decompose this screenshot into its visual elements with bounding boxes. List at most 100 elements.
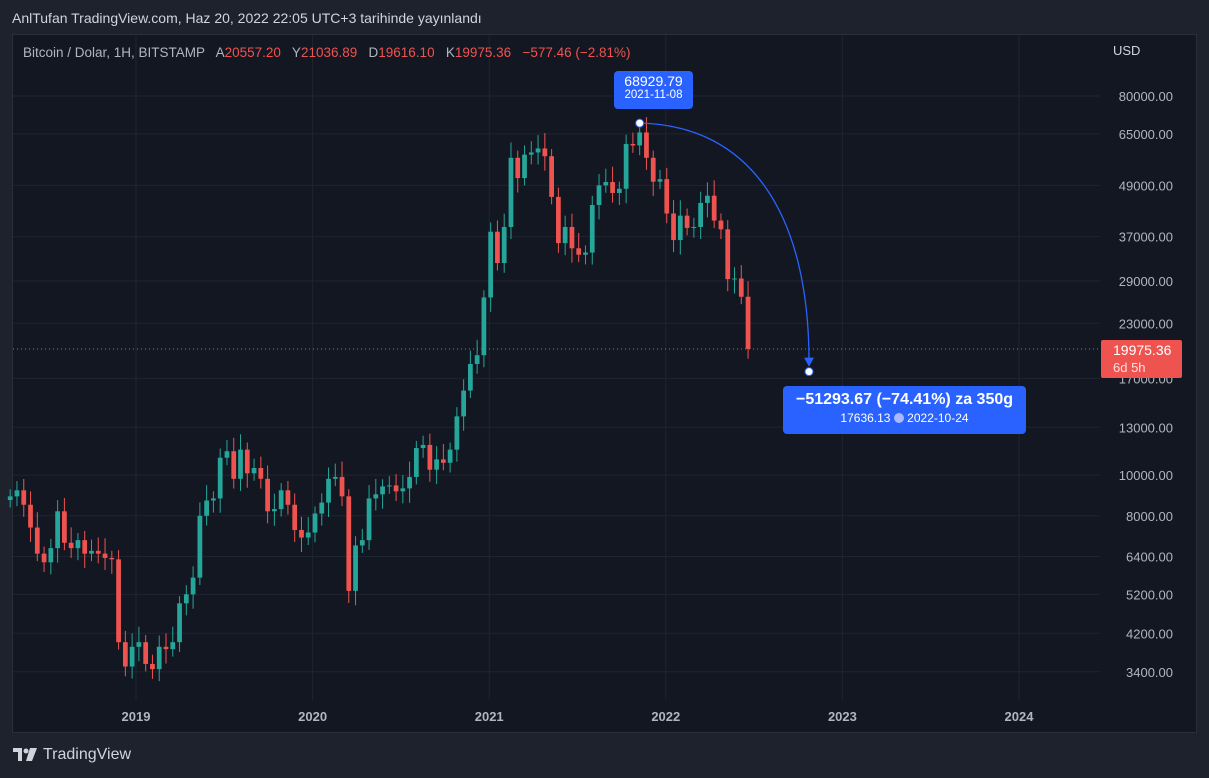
candle-body — [562, 226, 568, 244]
candle-body — [102, 553, 108, 558]
high-value: 21036.89 — [300, 45, 358, 60]
candle-body — [657, 179, 663, 182]
candle-body — [190, 577, 196, 595]
start-date: 2021-11-08 — [624, 89, 683, 101]
candle-body — [278, 490, 284, 510]
symbol-legend: Bitcoin / Dolar, 1H, BITSTAMP A20557.20 … — [23, 45, 631, 60]
start-price: 68929.79 — [624, 73, 683, 89]
candle-body — [603, 182, 609, 186]
candle-body — [373, 494, 379, 499]
tradingview-logo-icon — [13, 748, 37, 761]
price-tick-label: 37000.00 — [1119, 230, 1173, 245]
close-label: K — [445, 45, 455, 60]
candle-body — [177, 603, 182, 643]
candle-body — [183, 594, 189, 604]
candle-body — [238, 449, 243, 479]
time-tick-label: 2022 — [651, 709, 680, 724]
candle-body — [95, 550, 101, 554]
candle-body — [732, 278, 737, 280]
high-label: Y — [291, 45, 301, 60]
candle-body — [434, 459, 439, 470]
price-tick-label: 3400.00 — [1126, 665, 1173, 680]
candle-body — [366, 498, 372, 541]
time-axis-labels: 2019 2020 2021 2022 2023 2024 — [122, 709, 1035, 724]
candle-body — [150, 663, 155, 670]
chart-panel[interactable] — [12, 34, 1197, 733]
candle-body — [109, 557, 115, 560]
candle-body — [143, 642, 149, 664]
time-tick-label: 2024 — [1005, 709, 1035, 724]
candle-body — [400, 488, 406, 492]
candle-body — [258, 467, 264, 479]
bar-countdown: 6d 5h — [1113, 360, 1146, 375]
end-price: 17636.13 — [840, 411, 891, 425]
candle-body — [711, 195, 717, 221]
end-point-handle — [804, 367, 814, 377]
candle-body — [89, 550, 94, 554]
candle-body — [251, 467, 257, 474]
candle-body — [231, 451, 237, 479]
candle-body — [285, 490, 291, 505]
candle-body — [224, 451, 230, 458]
candle-body — [698, 202, 704, 227]
candle-body — [75, 540, 81, 549]
candle-body — [427, 444, 433, 470]
candle-body — [244, 449, 250, 474]
candle-body — [610, 182, 615, 193]
candle-body — [420, 444, 426, 449]
start-point-handle — [635, 118, 645, 128]
candle-body — [589, 204, 595, 253]
low-value: 19616.10 — [378, 45, 435, 60]
candle-body — [204, 500, 210, 516]
candle-body — [136, 642, 142, 647]
close-value: 19975.36 — [454, 45, 512, 60]
open-value: 20557.20 — [224, 45, 281, 60]
candle-body — [522, 154, 527, 179]
candle-body — [62, 511, 67, 543]
candle-body — [21, 490, 27, 505]
candle-body — [326, 478, 331, 503]
candle-body — [616, 188, 622, 193]
candle-body — [488, 231, 494, 298]
price-tick-label: 13000.00 — [1119, 420, 1173, 435]
candle-body — [28, 504, 33, 528]
candle-body — [339, 476, 345, 497]
candle-body — [265, 478, 270, 512]
candle-body — [542, 148, 548, 157]
candle-body — [346, 496, 352, 591]
candle-body — [122, 642, 128, 667]
candle-body — [684, 215, 690, 228]
candle-body — [549, 156, 554, 197]
candle-body — [738, 278, 744, 297]
candle-body — [393, 485, 399, 492]
end-point-label: −51293.67 (−74.41%) za 350g 17636.13 202… — [783, 386, 1026, 434]
tradingview-logo[interactable]: TradingView — [13, 746, 131, 764]
candle-body — [515, 157, 521, 179]
price-tick-label: 49000.00 — [1119, 178, 1173, 193]
candle-body — [461, 390, 466, 417]
arrowhead-icon — [804, 357, 815, 367]
candle-body — [535, 148, 541, 153]
candle-body — [650, 157, 656, 182]
symbol-name: Bitcoin / Dolar, 1H, BITSTAMP — [23, 45, 206, 60]
time-tick-label: 2019 — [122, 709, 151, 724]
projection-arrow — [639, 122, 810, 362]
price-tick-label: 80000.00 — [1119, 89, 1173, 104]
candle-body — [407, 476, 412, 489]
candle-body — [319, 502, 325, 514]
candle-body — [677, 215, 683, 241]
currency-label[interactable]: USD — [1113, 43, 1141, 58]
candle-body — [556, 196, 561, 244]
candle-body — [745, 296, 751, 349]
candle-body — [129, 646, 135, 667]
candle-body — [413, 448, 419, 477]
candle-body — [569, 226, 575, 249]
price-tick-label: 8000.00 — [1126, 509, 1173, 524]
grid — [13, 35, 1100, 700]
time-tick-label: 2021 — [475, 709, 504, 724]
candle-body — [353, 545, 358, 591]
candle-body — [468, 363, 473, 391]
candle-body — [359, 540, 365, 546]
price-tick-label: 5200.00 — [1126, 587, 1173, 602]
